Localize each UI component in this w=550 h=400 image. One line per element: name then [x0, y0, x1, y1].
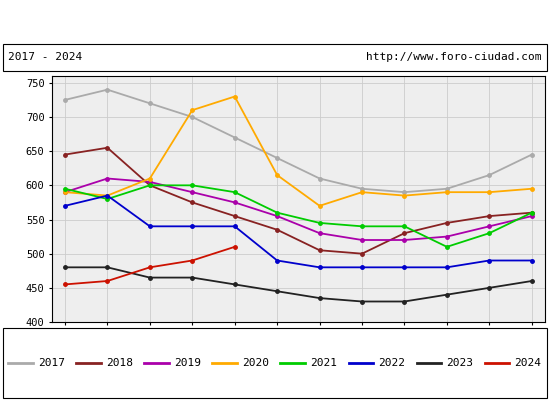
- Text: 2017 - 2024: 2017 - 2024: [8, 52, 82, 62]
- Text: http://www.foro-ciudad.com: http://www.foro-ciudad.com: [366, 52, 542, 62]
- Text: Evolucion del paro registrado en Soutomaior: Evolucion del paro registrado en Soutoma…: [87, 14, 463, 28]
- Text: 2024: 2024: [515, 358, 542, 368]
- Text: 2020: 2020: [243, 358, 270, 368]
- Text: 2021: 2021: [310, 358, 337, 368]
- Text: 2018: 2018: [106, 358, 133, 368]
- Text: 2022: 2022: [378, 358, 405, 368]
- Text: 2023: 2023: [447, 358, 474, 368]
- Text: 2019: 2019: [174, 358, 201, 368]
- Text: 2017: 2017: [38, 358, 65, 368]
